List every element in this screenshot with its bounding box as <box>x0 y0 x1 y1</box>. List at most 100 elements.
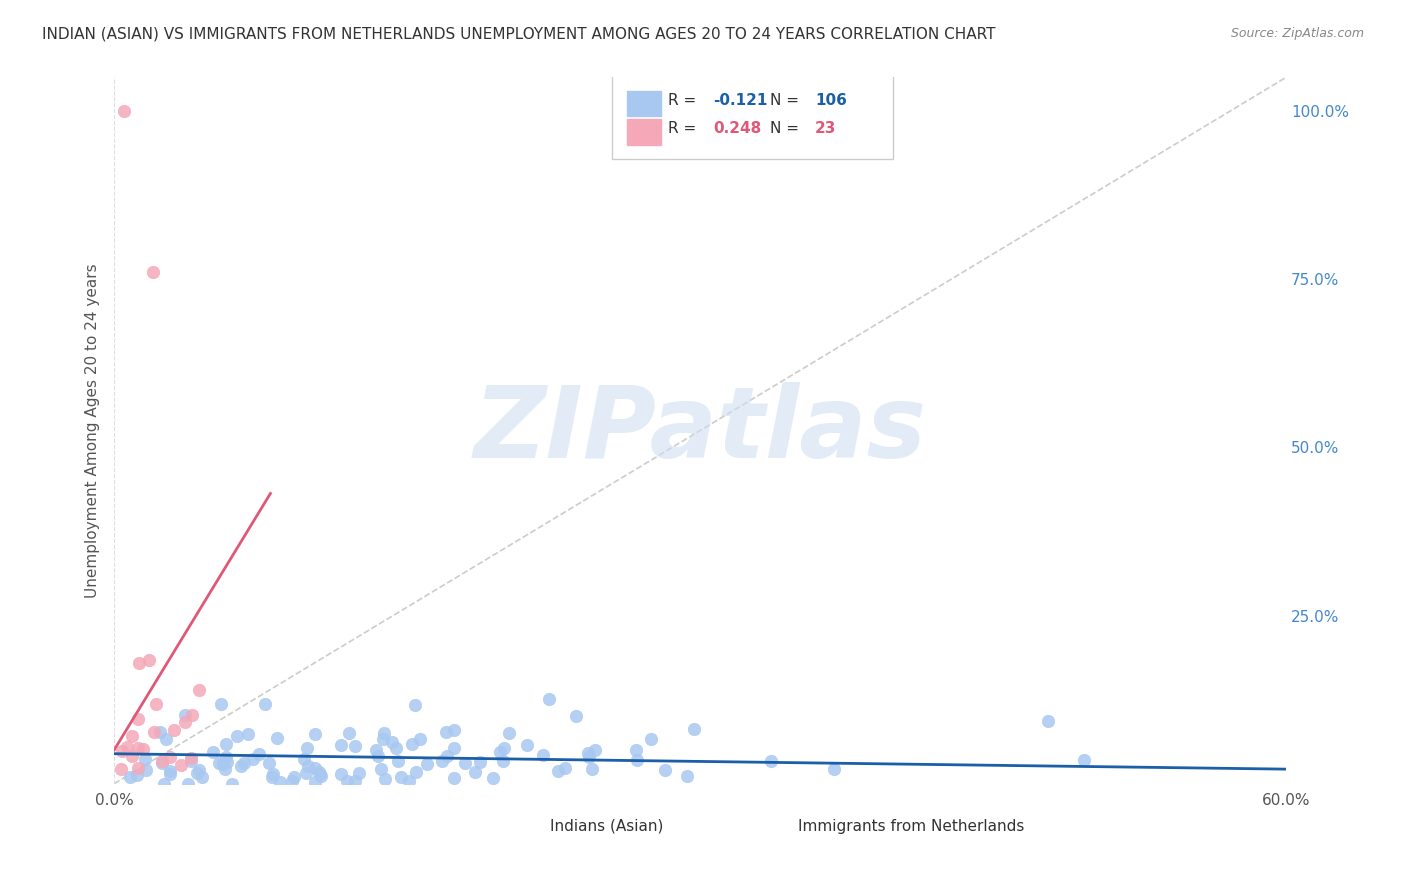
Point <box>371 732 394 747</box>
Point <box>188 683 211 698</box>
Point <box>434 725 457 739</box>
Point <box>330 767 353 781</box>
Point <box>309 769 332 783</box>
Point <box>135 763 157 777</box>
Point <box>430 754 453 768</box>
Point <box>215 749 238 764</box>
Point <box>344 739 367 753</box>
Point <box>531 748 554 763</box>
Point <box>537 691 560 706</box>
Point <box>416 756 439 771</box>
Point <box>283 770 305 784</box>
Point <box>121 748 143 763</box>
Point <box>111 744 134 758</box>
Point <box>308 764 330 779</box>
Point <box>759 754 782 768</box>
Y-axis label: Unemployment Among Ages 20 to 24 years: Unemployment Among Ages 20 to 24 years <box>86 263 100 598</box>
Point <box>209 697 232 711</box>
Point <box>683 722 706 736</box>
Point <box>498 725 520 739</box>
Point <box>281 774 304 789</box>
Point <box>262 767 284 781</box>
Point <box>1038 714 1060 728</box>
Text: R =: R = <box>668 121 702 136</box>
Text: N =: N = <box>770 121 804 136</box>
Point <box>389 770 412 784</box>
Point <box>143 724 166 739</box>
Point <box>242 752 264 766</box>
Point <box>443 723 465 737</box>
Point <box>159 749 181 764</box>
Point <box>330 738 353 752</box>
Point <box>214 762 236 776</box>
Point <box>347 765 370 780</box>
Point <box>624 743 647 757</box>
Point <box>221 777 243 791</box>
Point <box>364 743 387 757</box>
Point <box>128 656 150 670</box>
Point <box>1073 753 1095 767</box>
FancyBboxPatch shape <box>740 818 768 838</box>
Point <box>401 737 423 751</box>
Point <box>309 766 332 780</box>
Point <box>370 763 392 777</box>
Point <box>211 756 233 771</box>
Point <box>304 761 326 775</box>
Point <box>149 724 172 739</box>
Point <box>404 698 426 713</box>
Text: ZIPatlas: ZIPatlas <box>474 382 927 479</box>
Point <box>295 741 318 756</box>
Point <box>159 767 181 781</box>
Text: Source: ZipAtlas.com: Source: ZipAtlas.com <box>1230 27 1364 40</box>
Point <box>626 753 648 767</box>
Point <box>180 751 202 765</box>
Point <box>236 726 259 740</box>
Point <box>373 726 395 740</box>
Point <box>253 697 276 711</box>
Point <box>142 265 165 279</box>
Text: 23: 23 <box>815 121 837 136</box>
Point <box>173 708 195 723</box>
Point <box>257 756 280 771</box>
Point <box>387 754 409 768</box>
Point <box>453 756 475 770</box>
Point <box>162 723 184 737</box>
Point <box>583 743 606 757</box>
Point <box>127 712 149 726</box>
Point <box>180 708 202 723</box>
Text: INDIAN (ASIAN) VS IMMIGRANTS FROM NETHERLANDS UNEMPLOYMENT AMONG AGES 20 TO 24 Y: INDIAN (ASIAN) VS IMMIGRANTS FROM NETHER… <box>42 27 995 42</box>
FancyBboxPatch shape <box>612 74 893 159</box>
Point <box>488 745 510 759</box>
Point <box>247 747 270 761</box>
Point <box>565 709 588 723</box>
Point <box>492 754 515 768</box>
Point <box>408 732 430 747</box>
Point <box>229 759 252 773</box>
Point <box>187 763 209 777</box>
Point <box>217 756 239 770</box>
Point <box>115 740 138 755</box>
Point <box>292 752 315 766</box>
Point <box>110 762 132 776</box>
Point <box>202 745 225 759</box>
Text: 0.248: 0.248 <box>713 121 761 136</box>
Point <box>554 761 576 775</box>
Point <box>443 772 465 786</box>
Point <box>381 734 404 748</box>
FancyBboxPatch shape <box>627 91 661 116</box>
Text: 106: 106 <box>815 94 846 108</box>
Point <box>118 770 141 784</box>
Text: N =: N = <box>770 94 804 108</box>
Point <box>405 764 427 779</box>
Text: Immigrants from Netherlands: Immigrants from Netherlands <box>797 819 1024 833</box>
Point <box>169 757 191 772</box>
Point <box>516 739 538 753</box>
Point <box>145 698 167 712</box>
Point <box>337 725 360 739</box>
Point <box>576 746 599 760</box>
Point <box>269 775 291 789</box>
Point <box>470 755 492 769</box>
Point <box>138 653 160 667</box>
Point <box>150 755 173 769</box>
FancyBboxPatch shape <box>627 120 661 145</box>
